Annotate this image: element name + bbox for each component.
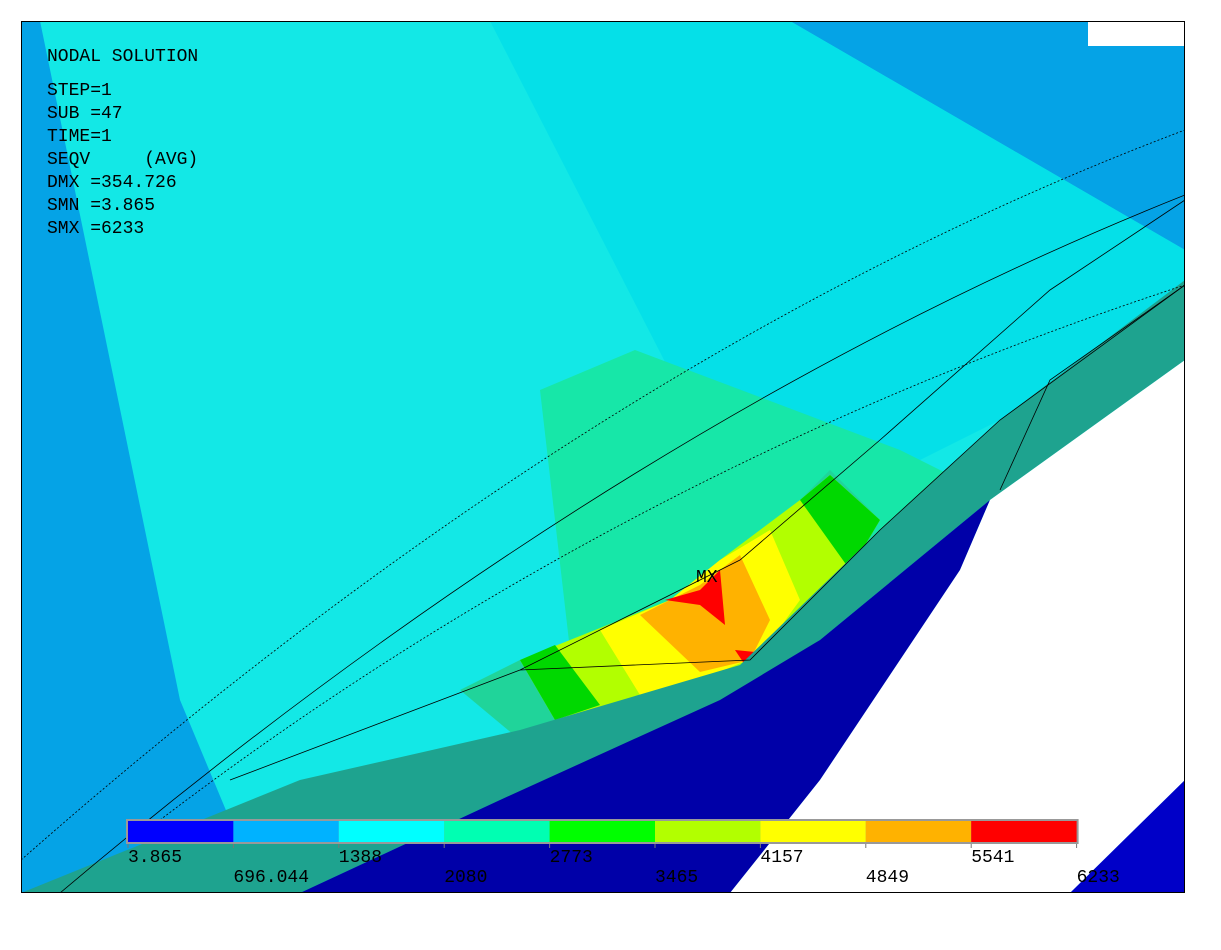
colorbar-band [233, 821, 339, 842]
legend-label: 696.044 [233, 868, 309, 888]
info-line: SUB =47 [47, 104, 123, 124]
legend-label: 3465 [655, 868, 698, 888]
region-red [665, 570, 725, 625]
legend-label: 2773 [550, 848, 593, 868]
legend-label: 6233 [1077, 868, 1120, 888]
colorbar-band [444, 821, 550, 842]
colorbar-band [128, 821, 234, 842]
mesh-lines [21, 129, 1185, 893]
colorbar-band [971, 821, 1077, 842]
legend-label: 4849 [866, 868, 909, 888]
colorbar-band [655, 821, 761, 842]
region-dark-blue-2 [1070, 780, 1185, 893]
region-green-2 [800, 475, 880, 570]
solution-title: NODAL SOLUTION [47, 47, 198, 67]
legend-label: 4157 [760, 848, 803, 868]
region-green [520, 645, 600, 720]
legend-label: 2080 [444, 868, 487, 888]
region-dark-blue [300, 500, 990, 893]
region-cyan-2 [490, 21, 1185, 470]
colorbar-band [760, 821, 866, 842]
legend-label: 3.865 [128, 848, 182, 868]
colorbar-band [338, 821, 445, 842]
region-green-cyan [540, 350, 960, 650]
info-line: TIME=1 [47, 127, 112, 147]
model-view [21, 21, 1185, 893]
max-marker: MX [696, 568, 718, 588]
info-line: SMX =6233 [47, 219, 144, 239]
legend-label: 5541 [971, 848, 1014, 868]
region-orange [640, 555, 770, 672]
info-line: STEP=1 [47, 81, 112, 101]
corner-box [1088, 21, 1185, 46]
info-line: SMN =3.865 [47, 196, 155, 216]
region-red-2 [735, 650, 755, 665]
colorbar-band [865, 821, 972, 842]
legend: 3.865 696.044 1388 2080 2773 3465 4157 4849 5541… [126, 819, 1120, 888]
legend-label: 1388 [339, 848, 382, 868]
colorbar-band [549, 821, 655, 842]
info-line: SEQV (AVG) [47, 150, 198, 170]
info-block: NODAL SOLUTION STEP=1 SUB =47 TIME=1 SEQV (A… [47, 47, 198, 239]
frame [21, 21, 1185, 893]
region-empty [730, 360, 1185, 893]
info-line: DMX =354.726 [47, 173, 177, 193]
